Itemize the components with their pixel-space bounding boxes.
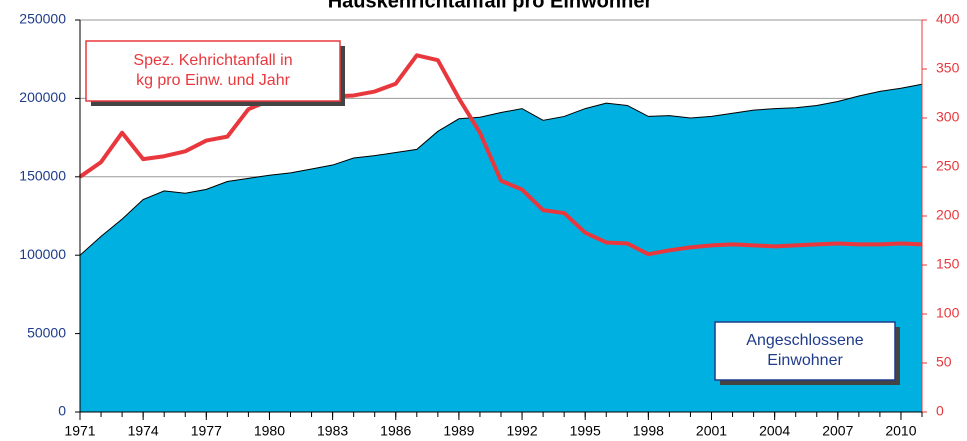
annotation-box [714,321,896,381]
line [78,53,923,257]
x-tick-label: 1983 [317,423,348,439]
x-tick-label: 1986 [380,423,411,439]
x-tick-label: 2010 [885,423,916,439]
y-tick-label: 250000 [19,11,66,27]
x-tick-label: 1974 [128,423,159,439]
x-tick-label: 2004 [759,423,790,439]
annotation-text: Spez. Kehrichtanfall in [133,52,292,69]
y2-tick-label: 400 [936,11,960,27]
x-tick-label: 1995 [570,423,601,439]
chart-title: Hauskehrichtanfall pro Einwohner [328,0,653,12]
y2-tick-label: 350 [936,60,960,76]
annotation-text: Einwohner [767,352,843,369]
x-tick-label: 1980 [254,423,285,439]
x-tick-label: 1977 [191,423,222,439]
x-tick-label: 1992 [506,423,537,439]
area [79,83,923,413]
y-tick-label: 100000 [19,246,66,262]
x-tick-label: 2001 [696,423,727,439]
annotation-text: kg pro Einw. und Jahr [136,72,291,89]
annotation-box [85,40,341,102]
annotation-text: Angeschlossene [746,332,864,349]
x-tick-label: 1971 [64,423,95,439]
y-tick-label: 50000 [27,324,66,340]
y-tick-label: 200000 [19,89,66,105]
x-tick-label: 1989 [443,423,474,439]
y2-tick-label: 150 [936,256,960,272]
y2-tick-label: 0 [936,403,944,419]
x-tick-label: 2007 [822,423,853,439]
y2-tick-label: 200 [936,207,960,223]
y2-tick-label: 50 [936,354,952,370]
y-tick-label: 0 [58,403,66,419]
y2-tick-label: 100 [936,305,960,321]
y-tick-label: 150000 [19,168,66,184]
x-tick-label: 1998 [633,423,664,439]
y2-tick-label: 300 [936,109,960,125]
y2-tick-label: 250 [936,158,960,174]
